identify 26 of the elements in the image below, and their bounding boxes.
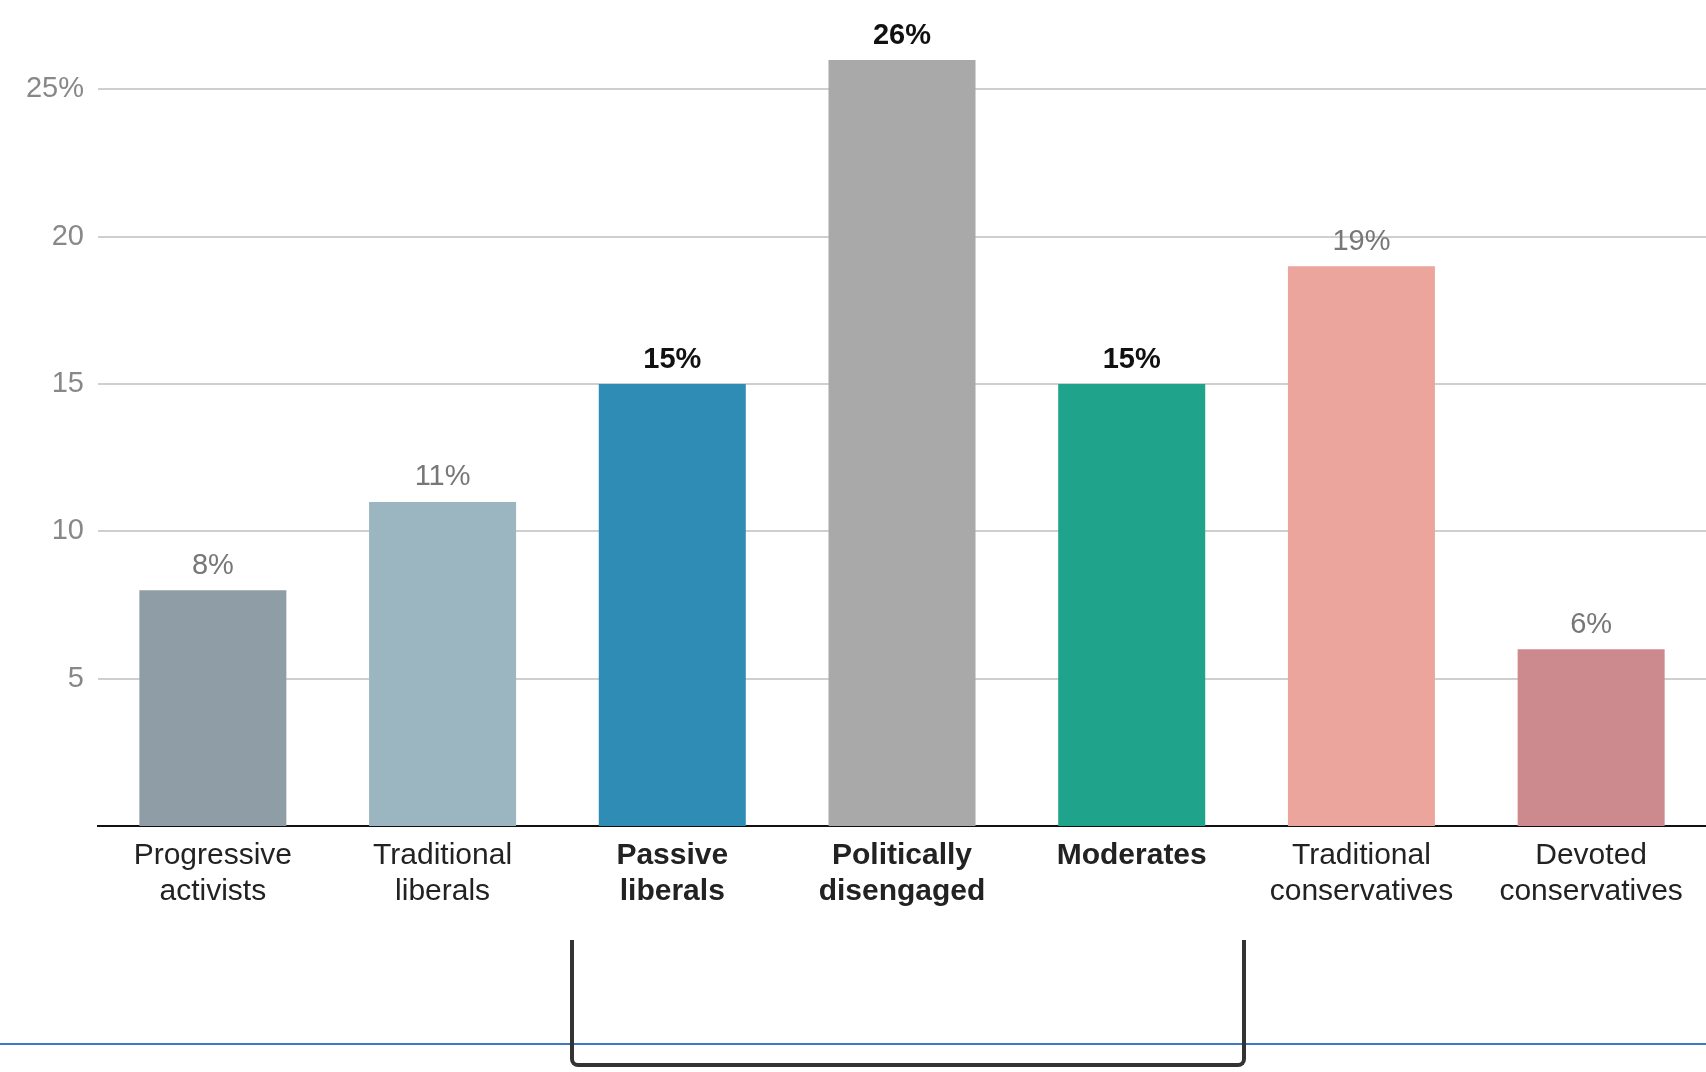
bar <box>1287 266 1435 826</box>
x-tick-label: Moderates <box>1056 837 1207 871</box>
y-tick-label: 15 <box>51 366 84 399</box>
y-tick-label: 5 <box>67 660 84 693</box>
bar <box>1058 384 1206 826</box>
y-tick-label: 10 <box>51 513 84 546</box>
bar <box>828 60 976 826</box>
bar <box>369 501 517 826</box>
x-tick-label: Passive liberals <box>616 837 729 907</box>
x-tick-label: Politically disengaged <box>818 837 986 907</box>
bar <box>139 590 287 826</box>
x-tick-label: Traditional conservatives <box>1269 837 1454 907</box>
y-tick-label: 25% <box>25 71 84 104</box>
bar <box>598 384 746 826</box>
bar <box>1517 649 1665 826</box>
x-tick-label: Progressive activists <box>133 837 293 907</box>
data-label: 19% <box>1332 223 1391 256</box>
y-tick-label: 20 <box>51 218 84 251</box>
x-tick-label: Traditional liberals <box>373 837 513 907</box>
data-label: 15% <box>643 341 702 374</box>
data-label: 8% <box>191 547 234 580</box>
x-tick-label: Devoted conservatives <box>1499 837 1683 907</box>
data-label: 15% <box>1102 341 1161 374</box>
data-label: 6% <box>1570 606 1613 639</box>
data-label: 26% <box>872 17 932 50</box>
data-label: 11% <box>414 459 471 492</box>
